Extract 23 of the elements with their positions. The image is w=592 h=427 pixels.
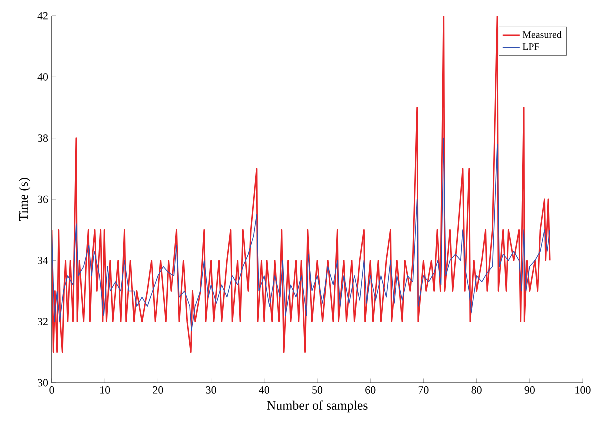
x-tick-label: 30 — [206, 386, 216, 394]
x-tick-label: 10 — [100, 386, 110, 394]
y-axis-title: Time (s) — [18, 178, 31, 222]
x-tick-label: 40 — [259, 386, 270, 394]
x-tick-label: 100 — [576, 386, 591, 394]
legend-label: Measured — [522, 31, 562, 38]
y-tick-label: 36 — [38, 196, 48, 204]
x-tick-label: 90 — [524, 386, 535, 394]
x-tick-label: 20 — [153, 386, 164, 394]
y-tick-label: 40 — [38, 73, 48, 81]
y-tick-label: 38 — [38, 134, 48, 142]
line-series — [52, 138, 550, 332]
y-tick-label: 42 — [38, 12, 48, 20]
x-tick-label: 60 — [366, 386, 376, 394]
y-tick-label: 32 — [38, 318, 48, 326]
legend-label: LPF — [522, 44, 540, 50]
x-tick-label: 70 — [418, 386, 429, 394]
x-tick-label: 0 — [50, 386, 54, 394]
x-tick-label: 50 — [312, 386, 323, 394]
y-tick-label: 30 — [38, 379, 48, 387]
x-tick-label: 80 — [472, 386, 482, 394]
x-axis-title: Number of samples — [267, 400, 368, 413]
y-tick-label: 34 — [38, 256, 48, 264]
